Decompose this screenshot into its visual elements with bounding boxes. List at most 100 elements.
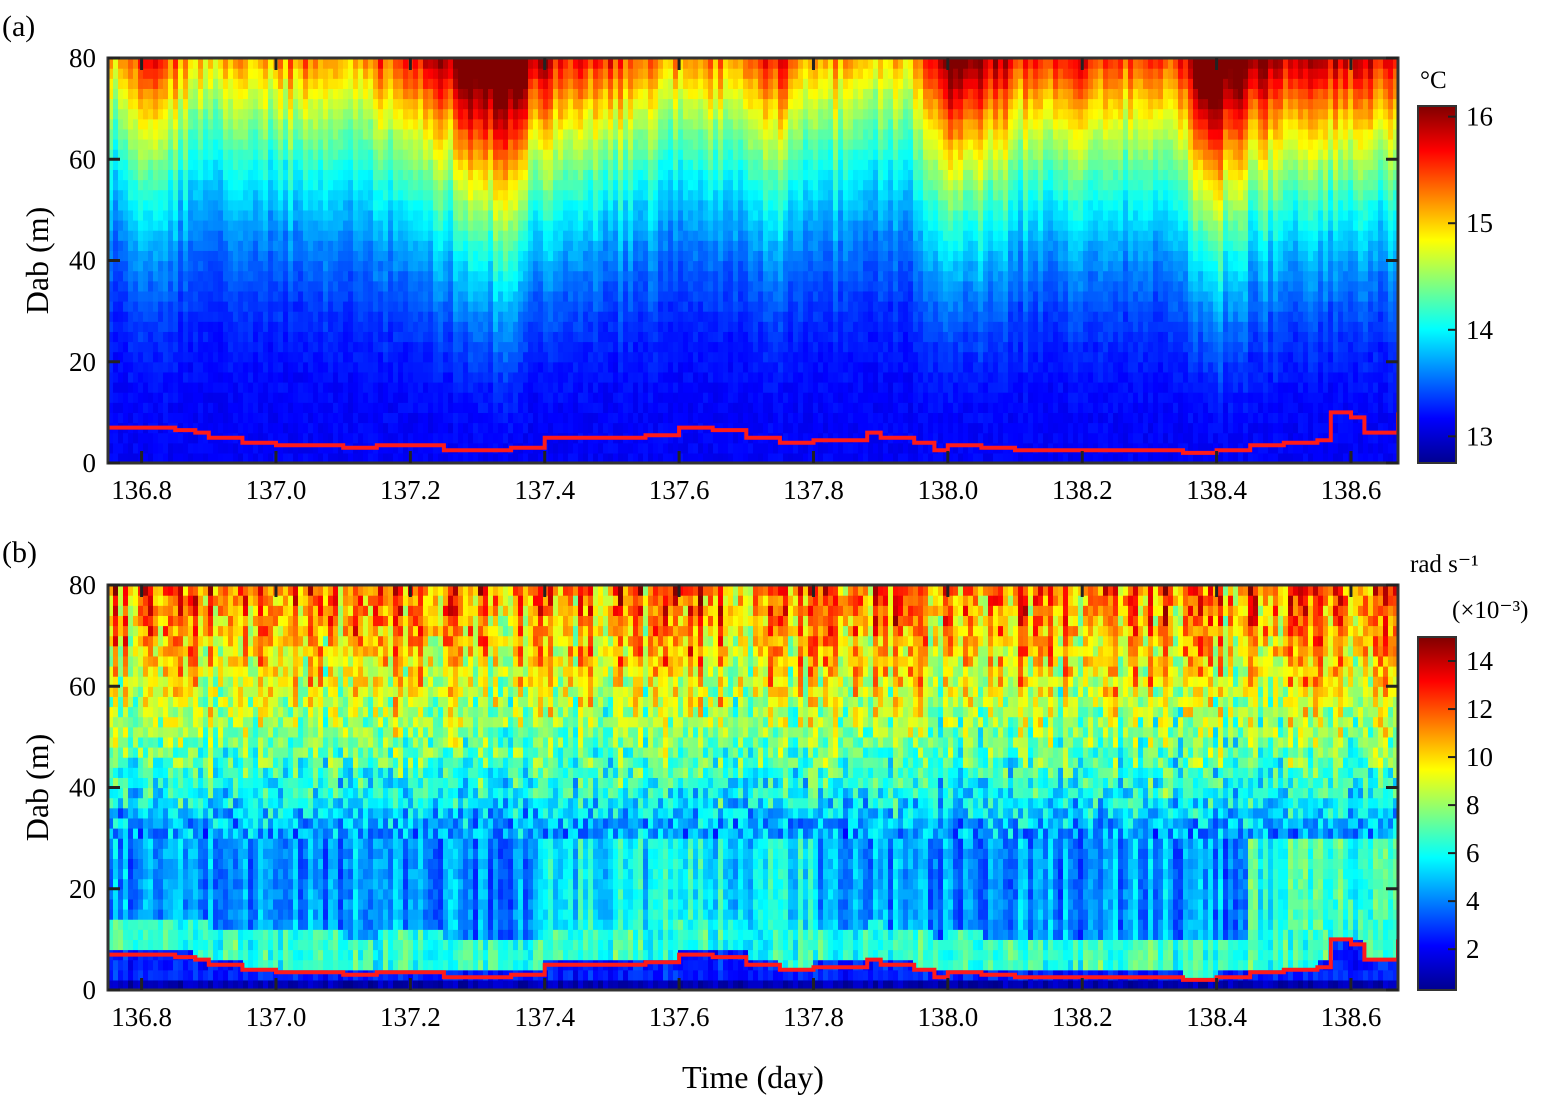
heatmap-cell bbox=[148, 189, 154, 201]
heatmap-cell bbox=[573, 179, 579, 191]
heatmap-cell bbox=[173, 311, 179, 322]
heatmap-cell bbox=[358, 382, 364, 393]
heatmap-cell bbox=[363, 98, 369, 110]
heatmap-cell bbox=[363, 422, 369, 434]
heatmap-cell bbox=[303, 189, 309, 201]
heatmap-cell bbox=[288, 240, 294, 251]
heatmap-cell bbox=[613, 402, 619, 413]
heatmap-cell bbox=[528, 392, 534, 403]
heatmap-cell bbox=[523, 351, 529, 363]
heatmap-cell bbox=[668, 179, 674, 191]
heatmap-cell bbox=[653, 220, 659, 231]
heatmap-cell bbox=[513, 209, 519, 221]
heatmap-cell bbox=[548, 189, 554, 201]
heatmap-cell bbox=[168, 159, 174, 170]
heatmap-cell bbox=[453, 78, 459, 89]
heatmap-cell bbox=[563, 361, 569, 373]
heatmap-cell bbox=[178, 331, 184, 343]
heatmap-cell bbox=[183, 159, 189, 170]
heatmap-cell bbox=[428, 270, 434, 282]
heatmap-cell bbox=[233, 220, 239, 231]
heatmap-cell bbox=[393, 220, 399, 231]
heatmap-cell bbox=[248, 220, 254, 231]
heatmap-cell bbox=[153, 270, 159, 282]
heatmap-cell bbox=[208, 280, 214, 292]
heatmap-cell bbox=[368, 341, 374, 353]
heatmap-cell bbox=[128, 118, 134, 130]
heatmap-cell bbox=[703, 88, 709, 100]
heatmap-cell bbox=[223, 98, 229, 110]
heatmap-cell bbox=[668, 149, 674, 160]
heatmap-cell bbox=[613, 149, 619, 160]
heatmap-cell bbox=[638, 58, 644, 69]
heatmap-cell bbox=[513, 78, 519, 89]
heatmap-cell bbox=[373, 341, 379, 353]
heatmap-cell bbox=[713, 179, 719, 191]
heatmap-cell bbox=[388, 321, 394, 332]
heatmap-cell bbox=[378, 442, 384, 454]
heatmap-cell bbox=[213, 290, 219, 302]
heatmap-cell bbox=[278, 230, 284, 241]
heatmap-cell bbox=[398, 392, 404, 403]
heatmap-cell bbox=[458, 371, 464, 383]
heatmap-cell bbox=[243, 169, 249, 181]
heatmap-cell bbox=[183, 280, 189, 292]
heatmap-cell bbox=[308, 169, 314, 181]
heatmap-cell bbox=[648, 220, 654, 231]
heatmap-cell bbox=[333, 392, 339, 403]
heatmap-cell bbox=[283, 68, 289, 79]
heatmap-cell bbox=[378, 260, 384, 272]
heatmap-cell bbox=[393, 139, 399, 150]
heatmap-cell bbox=[308, 199, 314, 211]
heatmap-cell bbox=[173, 412, 179, 424]
heatmap-cell bbox=[298, 280, 304, 292]
heatmap-cell bbox=[518, 230, 524, 241]
heatmap-cell bbox=[358, 351, 364, 363]
heatmap-cell bbox=[228, 230, 234, 241]
heatmap-cell bbox=[653, 68, 659, 79]
heatmap-cell bbox=[438, 240, 444, 251]
heatmap-cell bbox=[138, 301, 144, 312]
heatmap-cell bbox=[453, 402, 459, 413]
heatmap-cell bbox=[253, 452, 259, 463]
heatmap-cell bbox=[718, 280, 724, 292]
heatmap-cell bbox=[243, 351, 249, 363]
heatmap-cell bbox=[728, 240, 734, 251]
heatmap-cell bbox=[113, 78, 119, 89]
heatmap-cell bbox=[428, 351, 434, 363]
heatmap-cell bbox=[273, 361, 279, 373]
heatmap-cell bbox=[128, 311, 134, 322]
heatmap-cell bbox=[663, 179, 669, 191]
heatmap-cell bbox=[278, 452, 284, 463]
heatmap-cell bbox=[698, 361, 704, 373]
heatmap-cell bbox=[393, 250, 399, 262]
heatmap-cell bbox=[448, 209, 454, 221]
heatmap-cell bbox=[673, 58, 679, 69]
heatmap-cell bbox=[298, 412, 304, 424]
heatmap-cell bbox=[248, 98, 254, 110]
heatmap-cell bbox=[548, 382, 554, 393]
heatmap-cell bbox=[368, 371, 374, 383]
heatmap-cell bbox=[438, 321, 444, 332]
heatmap-cell bbox=[238, 128, 244, 140]
heatmap-cell bbox=[623, 402, 629, 413]
heatmap-cell bbox=[113, 230, 119, 241]
heatmap-cell bbox=[313, 422, 319, 434]
heatmap-cell bbox=[648, 189, 654, 201]
heatmap-cell bbox=[513, 290, 519, 302]
heatmap-cell bbox=[528, 382, 534, 393]
heatmap-cell bbox=[583, 331, 589, 343]
heatmap-cell bbox=[488, 189, 494, 201]
heatmap-cell bbox=[433, 118, 439, 130]
heatmap-cell bbox=[123, 108, 129, 120]
heatmap-cell bbox=[368, 311, 374, 322]
heatmap-cell bbox=[108, 301, 114, 312]
heatmap-cell bbox=[408, 422, 414, 434]
heatmap-cell bbox=[198, 179, 204, 191]
heatmap-cell bbox=[438, 88, 444, 100]
heatmap-cell bbox=[533, 199, 539, 211]
heatmap-cell bbox=[333, 371, 339, 383]
heatmap-cell bbox=[618, 361, 624, 373]
heatmap-cell bbox=[618, 68, 624, 79]
heatmap-cell bbox=[433, 230, 439, 241]
